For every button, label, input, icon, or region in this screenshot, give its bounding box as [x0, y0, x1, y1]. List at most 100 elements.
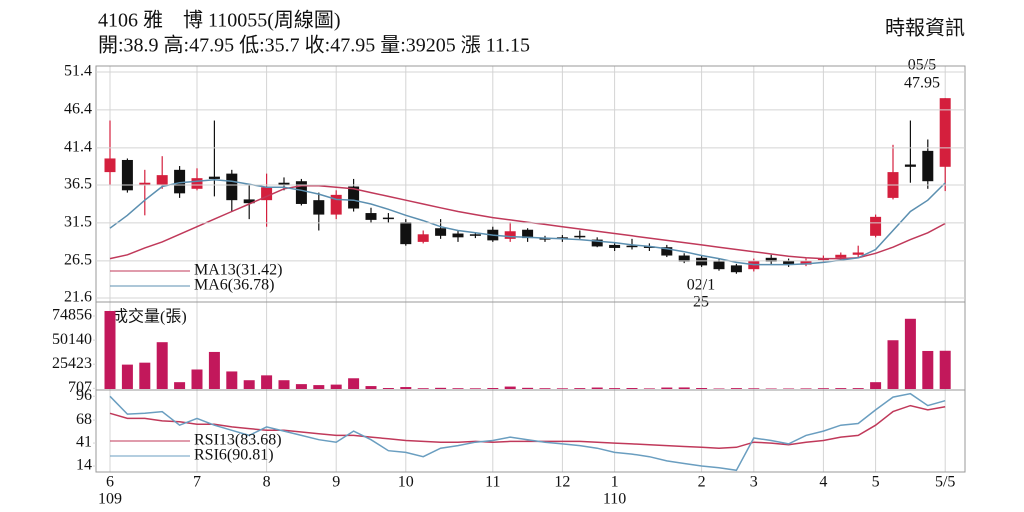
volume-bar: [400, 387, 412, 389]
volume-bar: [661, 387, 673, 389]
year-label: 109: [98, 491, 122, 508]
candle-body: [870, 216, 882, 236]
volume-bar: [696, 388, 708, 389]
candle-body: [435, 228, 447, 236]
volume-bar: [591, 387, 603, 389]
candle-body: [783, 260, 795, 265]
y-tick-label: 26.5: [64, 252, 92, 269]
volume-bar: [348, 378, 360, 389]
panel-title: 成交量(張): [112, 308, 187, 326]
candle-body: [939, 98, 951, 167]
candle-body: [452, 233, 464, 238]
candle-body: [348, 186, 360, 209]
y-tick-label: 25423: [52, 355, 92, 372]
x-tick-label: 5: [872, 474, 880, 491]
volume-bar: [574, 388, 586, 389]
candle-body: [330, 194, 342, 215]
volume-bar: [226, 371, 238, 389]
volume-bar: [243, 380, 255, 389]
volume-bar: [208, 351, 220, 389]
candle-body: [696, 257, 708, 266]
x-tick-label: 7: [193, 474, 201, 491]
volume-bar: [922, 350, 934, 389]
indicator-line: [109, 392, 946, 472]
volume-bar: [539, 388, 551, 389]
volume-bar: [278, 380, 290, 389]
candle-body: [904, 164, 916, 167]
candle-body: [835, 254, 847, 258]
plot-area: [104, 302, 951, 390]
volume-bar: [887, 340, 899, 389]
y-tick-label: 74856: [52, 307, 92, 324]
y-tick-label: 46.4: [64, 101, 92, 118]
indicator-line: [109, 185, 946, 260]
candle-body: [626, 245, 638, 248]
candle-body: [365, 213, 377, 220]
y-tick-label: 51.4: [64, 63, 92, 80]
candle-body: [800, 260, 812, 265]
candle-body: [922, 150, 934, 182]
volume-bar: [800, 388, 812, 389]
volume-bar: [556, 388, 568, 389]
volume-bar: [382, 388, 394, 389]
volume-bar: [295, 384, 307, 389]
candle-body: [104, 158, 116, 173]
candle-body: [852, 252, 864, 255]
x-tick-label: 12: [554, 474, 570, 491]
x-tick-label: 8: [263, 474, 271, 491]
x-tick-label: 6: [106, 474, 114, 491]
x-tick-label: 3: [750, 474, 758, 491]
volume-bar: [469, 388, 481, 389]
candle-body: [295, 181, 307, 204]
y-tick-label: 707: [68, 379, 92, 396]
volume-bar: [313, 385, 325, 389]
candle-body: [417, 234, 429, 242]
candle-body: [208, 176, 220, 179]
volume-bar: [904, 318, 916, 389]
legend-label: RSI13(83.68): [194, 432, 282, 449]
volume-bar: [139, 362, 151, 389]
volume-bar: [435, 387, 447, 389]
volume-bar: [835, 388, 847, 389]
candle-body: [121, 159, 133, 191]
candle-body: [591, 239, 603, 247]
indicator-line: [109, 404, 946, 449]
volume-bar: [522, 387, 534, 389]
candle-body: [765, 257, 777, 262]
volume-bar: [452, 388, 464, 389]
y-tick-label: 41.4: [64, 139, 92, 156]
candle-body: [226, 173, 238, 201]
legend-label: MA13(31.42): [194, 262, 282, 279]
candle-body: [191, 178, 203, 189]
candle-body: [261, 187, 273, 201]
candle-body: [313, 200, 325, 215]
legend-label: MA6(36.78): [194, 277, 274, 294]
candle-body: [678, 255, 690, 262]
annotation: 47.95: [904, 75, 940, 92]
indicator-line: [109, 178, 946, 266]
candle-body: [730, 265, 742, 273]
volume-bar: [852, 388, 864, 389]
y-tick-label: 14: [76, 457, 92, 474]
x-tick-label: 5/5: [935, 474, 955, 491]
volume-bar: [609, 388, 621, 389]
volume-bar: [261, 375, 273, 389]
info-line: 開:38.9 高:47.95 低:35.7 收:47.95 量:39205 漲 …: [98, 34, 530, 57]
y-tick-label: 36.5: [64, 176, 92, 193]
y-tick-label: 68: [76, 411, 92, 428]
x-tick-label: 10: [398, 474, 414, 491]
annotation: 05/5: [908, 57, 936, 74]
candle-body: [713, 261, 725, 270]
x-tick-label: 11: [485, 474, 500, 491]
volume-bar: [330, 384, 342, 389]
source: 時報資訊: [885, 17, 965, 40]
volume-bar: [870, 382, 882, 389]
volume-bar: [939, 350, 951, 389]
candle-body: [400, 222, 412, 245]
candle-body: [382, 217, 394, 220]
candle-body: [504, 231, 516, 239]
volume-bar: [748, 388, 760, 389]
volume-bar: [504, 386, 516, 389]
x-tick-label: 2: [698, 474, 706, 491]
volume-bar: [643, 388, 655, 389]
